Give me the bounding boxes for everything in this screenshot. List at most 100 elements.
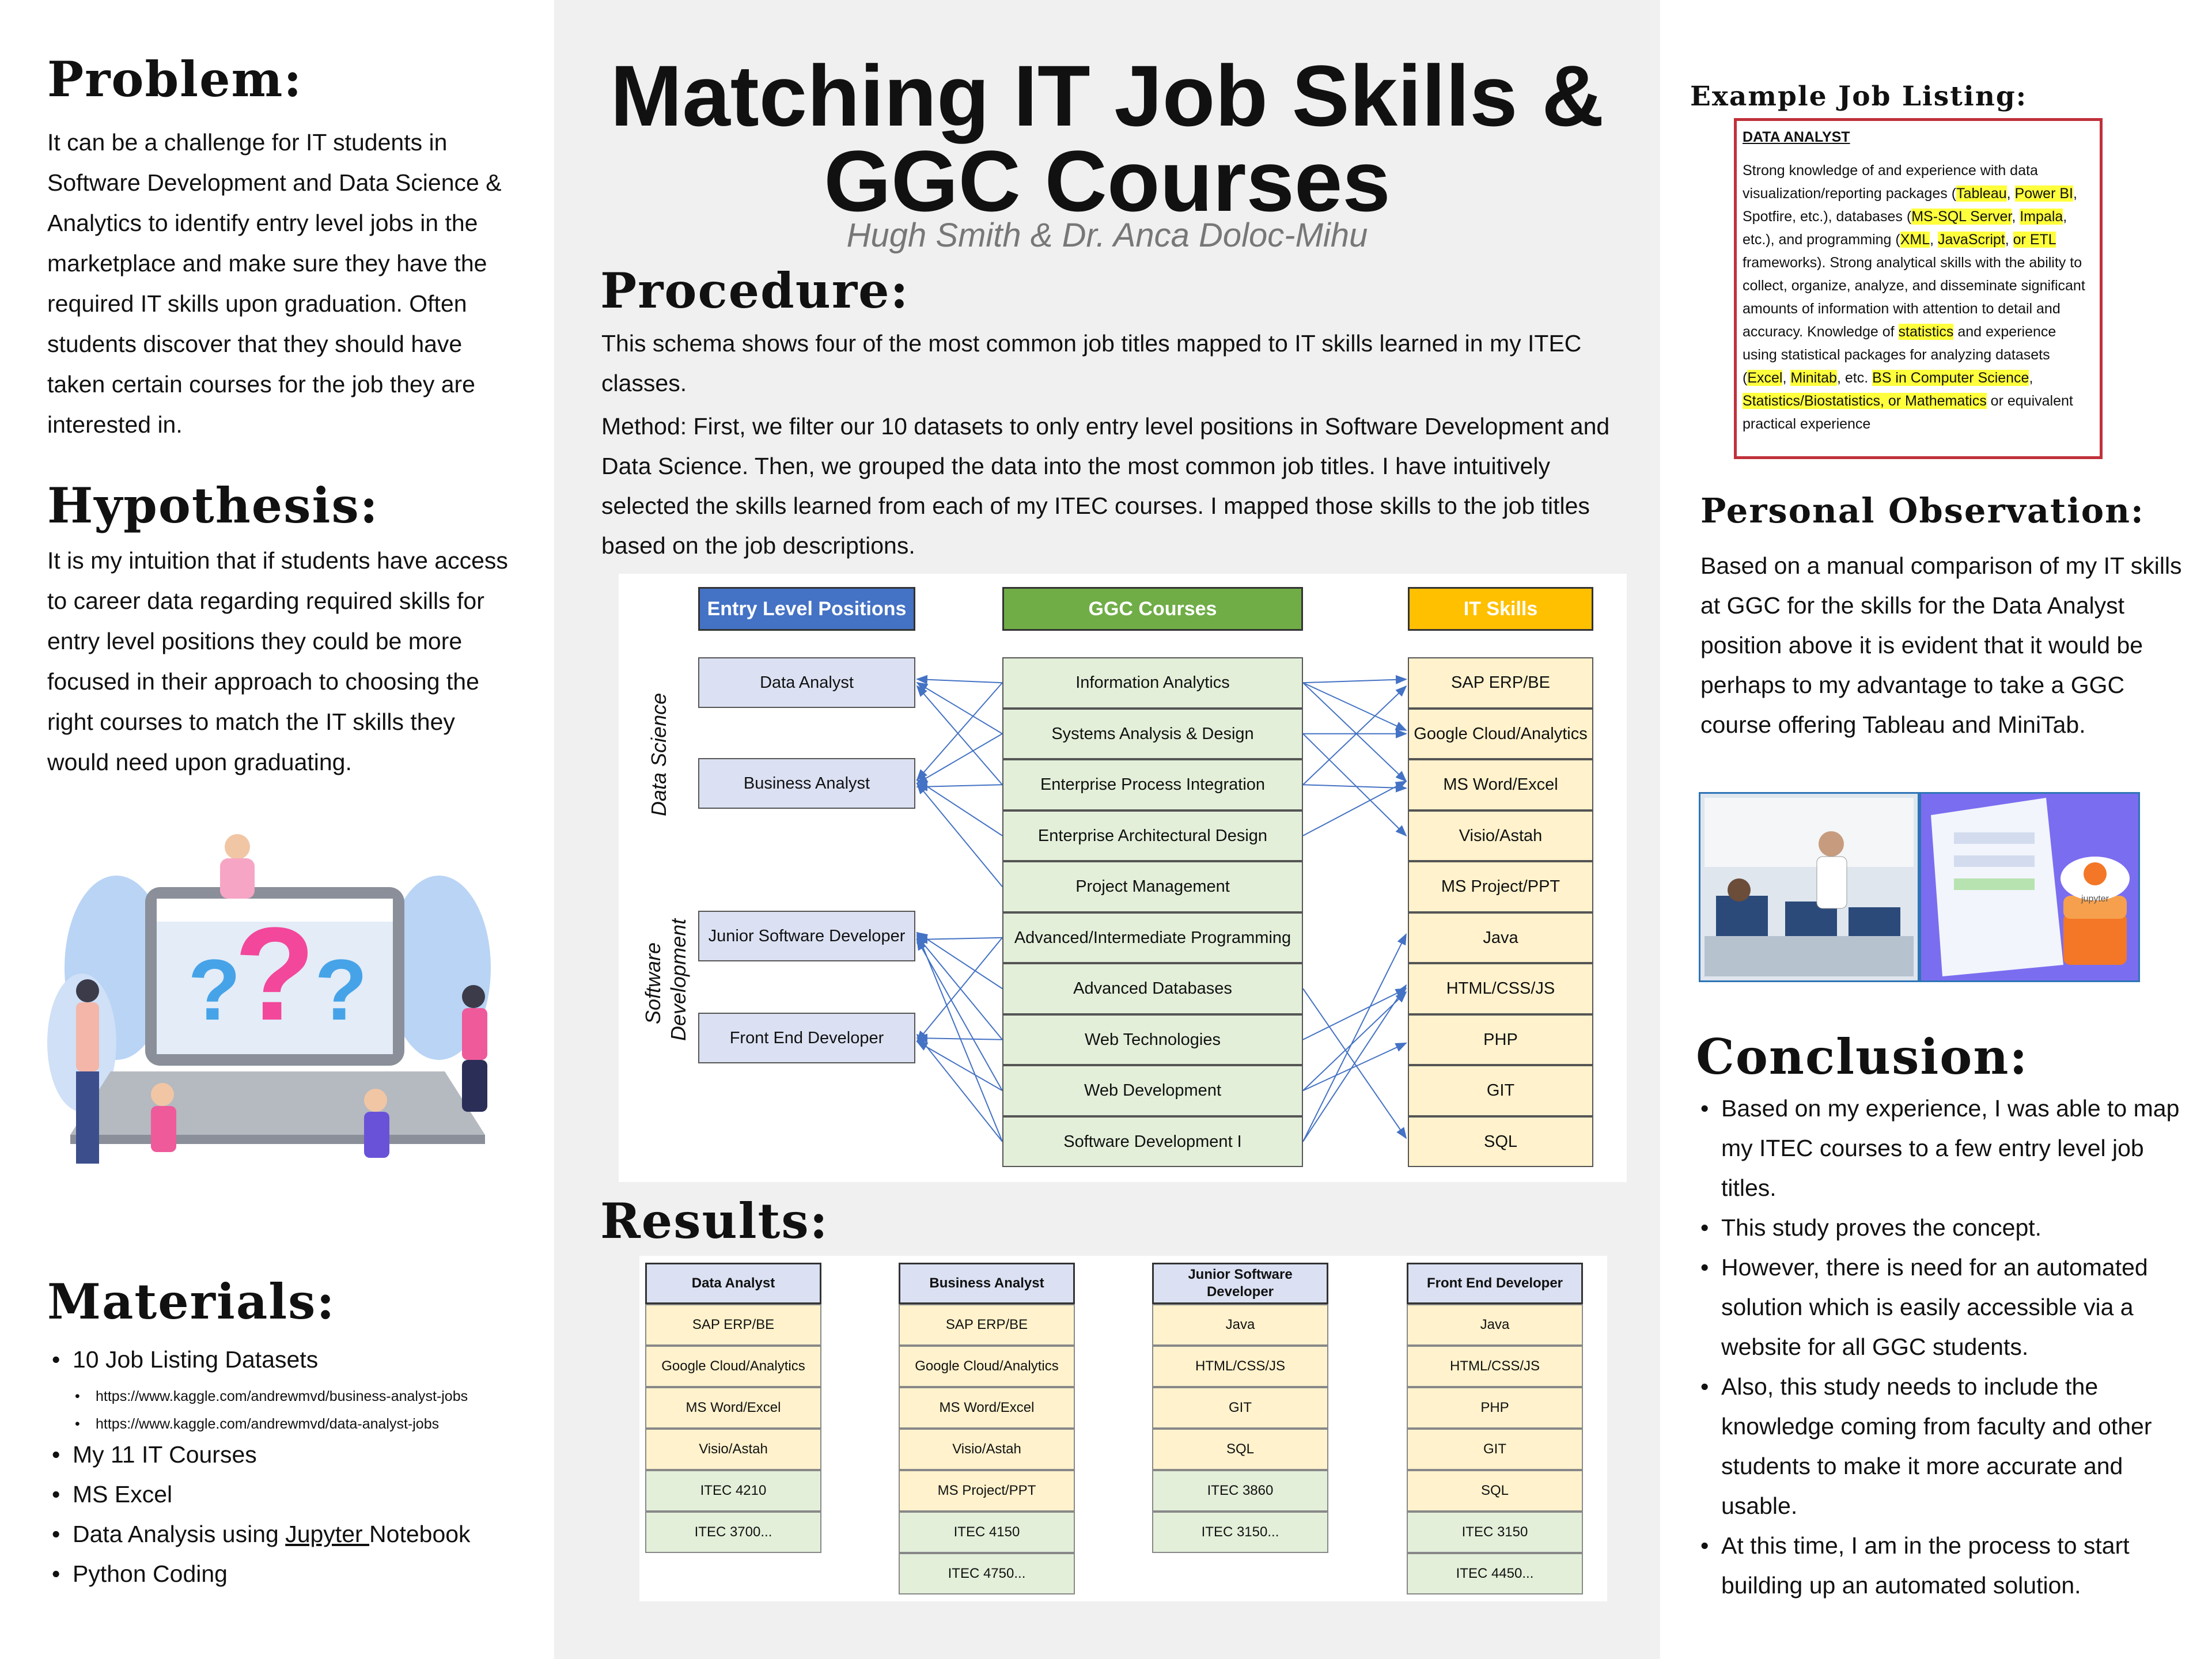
listing-text: Strong knowledge of and experience with …	[1743, 162, 2038, 202]
listing-text: and experience using statistical package…	[1743, 324, 2056, 386]
materials-list-more: My 11 IT Courses MS Excel Data Analysis …	[52, 1435, 530, 1594]
mapping-arrow	[916, 675, 1003, 684]
result-skill-cell: Google Cloud/Analytics	[899, 1346, 1075, 1387]
result-skill-cell: Google Cloud/Analytics	[645, 1346, 821, 1387]
dataset-link-data[interactable]: https://www.kaggle.com/andrewmvd/data-an…	[75, 1410, 536, 1438]
dataset-link-business[interactable]: https://www.kaggle.com/andrewmvd/busines…	[75, 1382, 536, 1410]
mapping-arrow	[916, 1033, 1003, 1043]
mapping-diagram: Entry Level Positions GGC Courses IT Ski…	[619, 574, 1627, 1182]
course-box: Enterprise Architectural Design	[1002, 810, 1303, 861]
materials-item-text: Data Analysis using	[73, 1521, 286, 1547]
highlighted-skill: Impala	[2020, 209, 2063, 225]
mapping-arrow	[916, 779, 1003, 836]
listing-text: , etc.), and programming (	[1743, 209, 2067, 248]
mapping-arrow	[916, 733, 1003, 785]
highlighted-skill: BS in Computer Science	[1872, 370, 2029, 386]
result-skill-cell: Java	[1407, 1304, 1583, 1346]
conclusion-item: This study proves the concept.	[1700, 1208, 2184, 1248]
result-table-header: Data Analyst	[645, 1263, 821, 1304]
problem-text: It can be a challenge for IT students in…	[47, 129, 502, 438]
mapping-arrow	[916, 1033, 1003, 1142]
header-ggc-courses: GGC Courses	[1002, 587, 1303, 631]
conclusion-item: However, there is need for an automated …	[1700, 1248, 2184, 1367]
problem-heading: Problem:	[47, 51, 303, 108]
listing-text: , Spotfire, etc.), databases (	[1743, 185, 2077, 225]
mapping-arrow	[1302, 685, 1407, 785]
job-listing-body: Strong knowledge of and experience with …	[1743, 159, 2094, 435]
example-job-listing: DATA ANALYST Strong knowledge of and exp…	[1734, 118, 2103, 459]
mapping-arrow	[916, 681, 1003, 734]
course-box: Project Management	[1002, 861, 1303, 912]
mapping-arrow	[916, 682, 1003, 781]
hypothesis-text: It is my intuition that if students have…	[47, 547, 508, 775]
materials-item-tail: Notebook	[369, 1521, 471, 1547]
listing-text: , etc.	[1836, 370, 1873, 386]
header-it-skills: IT Skills	[1408, 587, 1593, 631]
mapping-arrow	[1302, 991, 1407, 1091]
skill-box: Visio/Astah	[1408, 810, 1593, 861]
mapping-arrow	[916, 782, 1003, 887]
course-box: Web Development	[1002, 1065, 1303, 1116]
result-skill-cell: SQL	[1407, 1470, 1583, 1512]
jupyter-link[interactable]: Jupyter	[285, 1521, 370, 1547]
result-skill-cell: SQL	[1152, 1429, 1328, 1470]
result-skill-cell: MS Word/Excel	[899, 1387, 1075, 1429]
result-course-cell: ITEC 4750...	[899, 1553, 1075, 1594]
position-box: Front End Developer	[698, 1013, 915, 1063]
results-heading: Results:	[600, 1192, 829, 1249]
mapping-arrow	[916, 931, 1003, 990]
result-skill-cell: HTML/CSS/JS	[1407, 1346, 1583, 1387]
position-box: Junior Software Developer	[698, 911, 915, 961]
mapping-arrow	[1302, 988, 1407, 1040]
materials-heading: Materials:	[47, 1273, 336, 1330]
classroom-photo	[1699, 792, 1919, 982]
result-course-cell: ITEC 3150	[1407, 1512, 1583, 1553]
procedure-p2: Method: First, we filter our 10 datasets…	[601, 413, 1610, 559]
position-box: Data Analyst	[698, 657, 915, 708]
group-label-software: Software	[641, 942, 665, 1025]
result-table: Junior Software Developer Java HTML/CSS/JS…	[1152, 1263, 1328, 1553]
listing-text: ,	[2029, 370, 2033, 386]
highlighted-skill: Minitab	[1790, 370, 1837, 386]
course-box: Advanced Databases	[1002, 963, 1303, 1014]
listing-text: ,	[1930, 232, 1938, 248]
result-skill-cell: PHP	[1407, 1387, 1583, 1429]
observation-text: Based on a manual comparison of my IT sk…	[1700, 552, 2182, 738]
observation-heading: Personal Observation:	[1700, 491, 2145, 531]
right-column: Example Job Listing: DATA ANALYST Strong…	[1660, 0, 2212, 1659]
authors: Hugh Smith & Dr. Anca Doloc-Mihu	[846, 217, 1368, 254]
result-skill-cell: Visio/Astah	[899, 1429, 1075, 1470]
mapping-arrow	[1302, 783, 1407, 793]
conclusion-item: Based on my experience, I was able to ma…	[1700, 1089, 2184, 1208]
result-table-header: Junior Software Developer	[1152, 1263, 1328, 1304]
materials-item: 10 Job Listing Datasets	[52, 1340, 530, 1380]
position-box: Business Analyst	[698, 758, 915, 809]
highlighted-skill: MS-SQL Server	[1911, 209, 2012, 225]
svg-text:?: ?	[315, 941, 368, 1038]
materials-item: My 11 IT Courses	[52, 1435, 530, 1475]
mapping-arrow	[916, 685, 1003, 785]
skill-box: MS Project/PPT	[1408, 861, 1593, 912]
result-skill-cell: SAP ERP/BE	[645, 1304, 821, 1346]
result-skill-cell: Java	[1152, 1304, 1328, 1346]
course-box: Advanced/Intermediate Programming	[1002, 912, 1303, 963]
course-box: Information Analytics	[1002, 657, 1303, 709]
skill-box: SQL	[1408, 1116, 1593, 1167]
middle-column: Matching IT Job Skills & GGC Courses Hug…	[554, 0, 1660, 1659]
mapping-arrow	[1302, 733, 1407, 837]
result-table: Front End Developer Java HTML/CSS/JS PHP GIT…	[1407, 1263, 1583, 1594]
result-skill-cell: MS Word/Excel	[645, 1387, 821, 1429]
skill-box: MS Word/Excel	[1408, 759, 1593, 810]
header-entry-level-positions: Entry Level Positions	[698, 587, 915, 631]
materials-list: 10 Job Listing Datasets	[52, 1340, 530, 1380]
materials-links: https://www.kaggle.com/andrewmvd/busines…	[75, 1382, 536, 1438]
title-line-1: Matching IT Job Skills &	[610, 47, 1604, 144]
highlighted-skill: XML	[1900, 232, 1930, 248]
mapping-arrow	[916, 1041, 1003, 1092]
result-course-cell: ITEC 3150...	[1152, 1512, 1328, 1553]
mapping-arrow	[1302, 675, 1407, 684]
highlighted-skill: Excel	[1747, 370, 1783, 386]
listing-text: ,	[2005, 232, 2013, 248]
result-skill-cell: SAP ERP/BE	[899, 1304, 1075, 1346]
group-label-data-science: Data Science	[647, 692, 671, 816]
